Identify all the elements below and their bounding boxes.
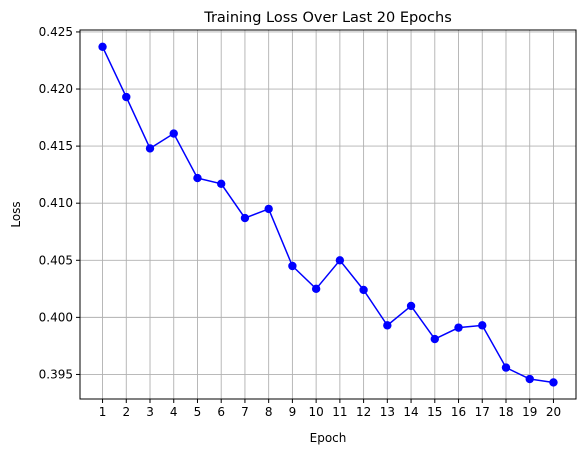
data-point — [145, 144, 155, 153]
x-tick-label: 3 — [146, 405, 154, 419]
data-point — [454, 323, 463, 332]
y-tick-label: 0.405 — [39, 253, 73, 267]
series-layer — [98, 42, 558, 387]
y-tick-label: 0.425 — [39, 25, 73, 39]
data-point — [478, 321, 487, 330]
x-tick-label: 7 — [241, 405, 249, 419]
axis-ticks: 1 2 3 4 5 6 7 8 9 10 11 12 13 14 15 16 17 18 19 200.3950.40… — [39, 25, 561, 419]
y-tick-label: 0.400 — [39, 310, 73, 324]
data-point — [288, 261, 297, 271]
x-tick-label: 6 — [217, 405, 225, 419]
data-point — [217, 179, 226, 188]
data-point — [264, 204, 273, 214]
x-tick-label: 18 — [498, 405, 513, 419]
data-point — [240, 213, 250, 223]
data-point — [122, 92, 131, 102]
x-tick-label: 12 — [356, 405, 371, 419]
y-axis-label: Loss — [9, 201, 23, 227]
plot-frame — [79, 29, 577, 400]
x-tick-label: 5 — [194, 405, 202, 419]
x-tick-label: 15 — [427, 405, 442, 419]
x-tick-label: 4 — [170, 405, 178, 419]
grid-lines — [80, 30, 576, 399]
y-tick-label: 0.410 — [39, 196, 73, 210]
data-point — [525, 374, 534, 384]
x-tick-label: 19 — [522, 405, 537, 419]
x-tick-label: 16 — [451, 405, 466, 419]
data-point — [169, 129, 178, 138]
x-tick-label: 10 — [308, 405, 323, 419]
chart-title: Training Loss Over Last 20 Epochs — [203, 10, 452, 26]
y-tick-label: 0.420 — [39, 82, 73, 96]
x-tick-label: 14 — [403, 405, 418, 419]
x-tick-label: 2 — [122, 405, 130, 419]
data-point — [501, 363, 511, 372]
data-point — [549, 378, 558, 387]
data-point — [406, 301, 416, 311]
data-point — [359, 285, 368, 295]
data-point — [98, 42, 107, 51]
data-point — [335, 256, 345, 265]
data-point — [430, 334, 439, 344]
y-tick-label: 0.415 — [39, 139, 73, 153]
series-line — [101, 46, 554, 384]
x-tick-label: 20 — [546, 405, 561, 419]
data-point — [311, 284, 321, 294]
data-point — [193, 173, 202, 183]
x-tick-label: 9 — [289, 405, 297, 419]
x-tick-label: 13 — [380, 405, 395, 419]
x-tick-label: 17 — [475, 405, 490, 419]
x-tick-label: 8 — [265, 405, 273, 419]
x-tick-label: 1 — [99, 405, 107, 419]
x-axis-label: Epoch — [310, 431, 347, 445]
data-point — [383, 321, 392, 330]
x-tick-label: 11 — [332, 405, 347, 419]
y-tick-label: 0.395 — [39, 367, 73, 381]
